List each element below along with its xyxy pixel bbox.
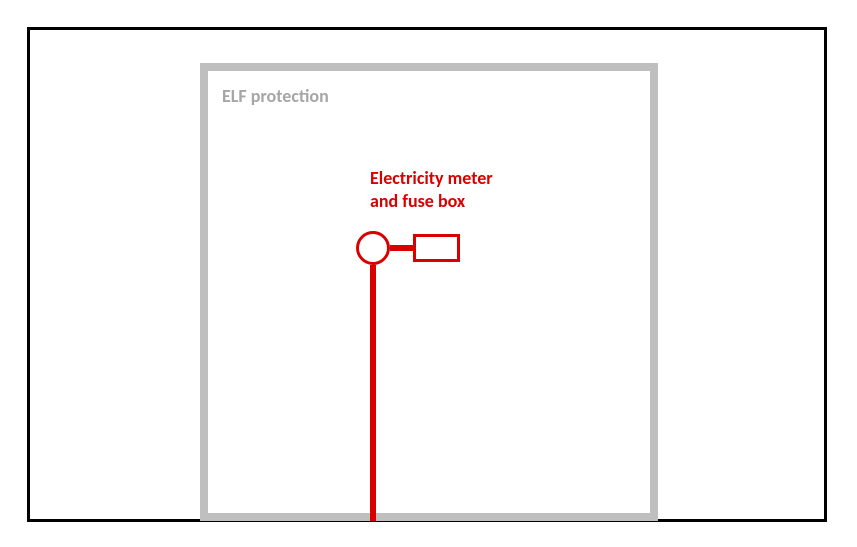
elf-protection-frame bbox=[200, 63, 658, 521]
meter-label-line1: Electricity meter bbox=[370, 167, 493, 189]
power-line bbox=[370, 265, 376, 521]
elf-protection-label: ELF protection bbox=[222, 85, 329, 107]
electricity-meter-label: Electricity meter and fuse box bbox=[370, 167, 493, 214]
connector-line bbox=[390, 245, 413, 251]
meter-label-line2: and fuse box bbox=[370, 190, 465, 212]
fuse-box-icon bbox=[413, 234, 460, 262]
meter-circle-icon bbox=[356, 231, 390, 265]
